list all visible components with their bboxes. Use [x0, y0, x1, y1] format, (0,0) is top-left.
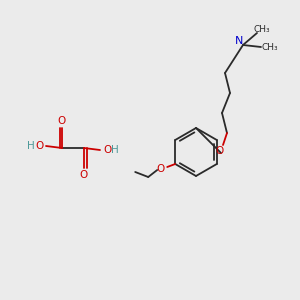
Text: O: O [103, 145, 111, 155]
Text: H: H [111, 145, 119, 155]
Text: CH₃: CH₃ [254, 26, 270, 34]
Text: O: O [215, 146, 223, 156]
Text: O: O [156, 164, 164, 174]
Text: CH₃: CH₃ [262, 43, 278, 52]
Text: H: H [27, 141, 35, 151]
Text: O: O [35, 141, 43, 151]
Text: O: O [58, 116, 66, 126]
Text: N: N [235, 36, 243, 46]
Text: O: O [80, 170, 88, 180]
